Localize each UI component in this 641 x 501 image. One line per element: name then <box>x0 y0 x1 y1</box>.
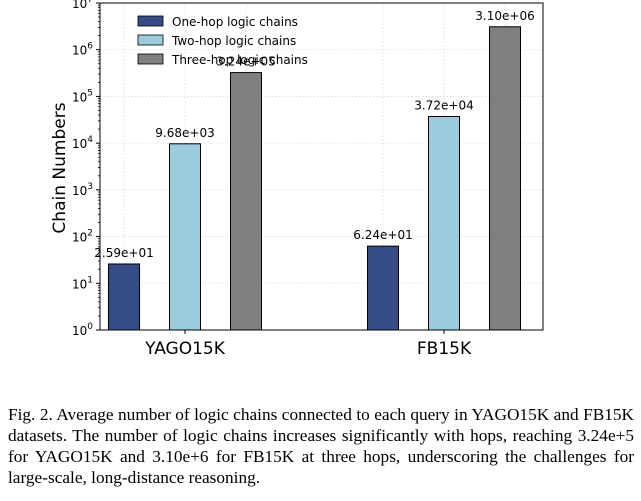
bar-value-labels: 2.59e+01 9.68e+03 3.24e+05 6.24e+01 3.72e+04… <box>94 9 534 260</box>
y-axis-label: Chain Numbers <box>50 102 70 233</box>
bar-yago15k-1-hop <box>108 263 140 331</box>
y-tick-label: 105 <box>72 88 93 104</box>
legend: One-hop logic chains Two-hop logic chains… <box>137 15 308 67</box>
legend-entry-label: Two-hop logic chains <box>171 34 296 48</box>
category-label-yago15k: YAGO15K <box>144 339 226 359</box>
legend-entry-label: Three-hop logic chains <box>171 53 308 67</box>
y-tick-label: 101 <box>72 275 93 291</box>
bar-fb15k-1-hop <box>367 245 399 331</box>
category-labels: YAGO15K FB15K <box>144 330 472 359</box>
y-tick-label: 100 <box>72 322 93 338</box>
bar-value-label: 2.59e+01 <box>94 246 153 260</box>
bar-value-label: 3.24e+05 <box>216 55 275 69</box>
y-tick-label: 103 <box>72 182 93 198</box>
legend-swatch <box>137 34 164 46</box>
legend-swatch <box>137 53 164 65</box>
bars <box>108 26 521 331</box>
bar-fb15k-2-hop <box>428 115 460 331</box>
figure-caption: Fig. 2. Average number of logic chains c… <box>8 405 634 487</box>
plot-frame <box>99 2 544 331</box>
y-tick-label: 107 <box>72 0 93 11</box>
bar-yago15k-3-hop <box>230 72 262 331</box>
bar-value-label: 6.24e+01 <box>353 228 412 242</box>
bar-yago15k-2-hop <box>169 143 201 331</box>
category-label-fb15k: FB15K <box>417 339 472 359</box>
bar-value-label: 3.10e+06 <box>475 9 534 23</box>
y-tick-label: 102 <box>72 229 93 245</box>
y-axis-ticks: 100 101 102 103 104 105 106 107 <box>72 0 100 338</box>
bar-chart: 100 101 102 103 104 105 106 107 2.59e+01 9.68e+0… <box>50 0 544 359</box>
bar-value-label: 3.72e+04 <box>414 98 473 112</box>
bar-value-label: 9.68e+03 <box>155 126 214 140</box>
y-tick-label: 106 <box>72 42 93 58</box>
y-tick-label: 104 <box>72 135 93 151</box>
legend-entry-label: One-hop logic chains <box>172 15 298 29</box>
bar-fb15k-3-hop <box>489 26 521 331</box>
grid-lines <box>100 2 543 331</box>
legend-swatch <box>137 15 164 27</box>
